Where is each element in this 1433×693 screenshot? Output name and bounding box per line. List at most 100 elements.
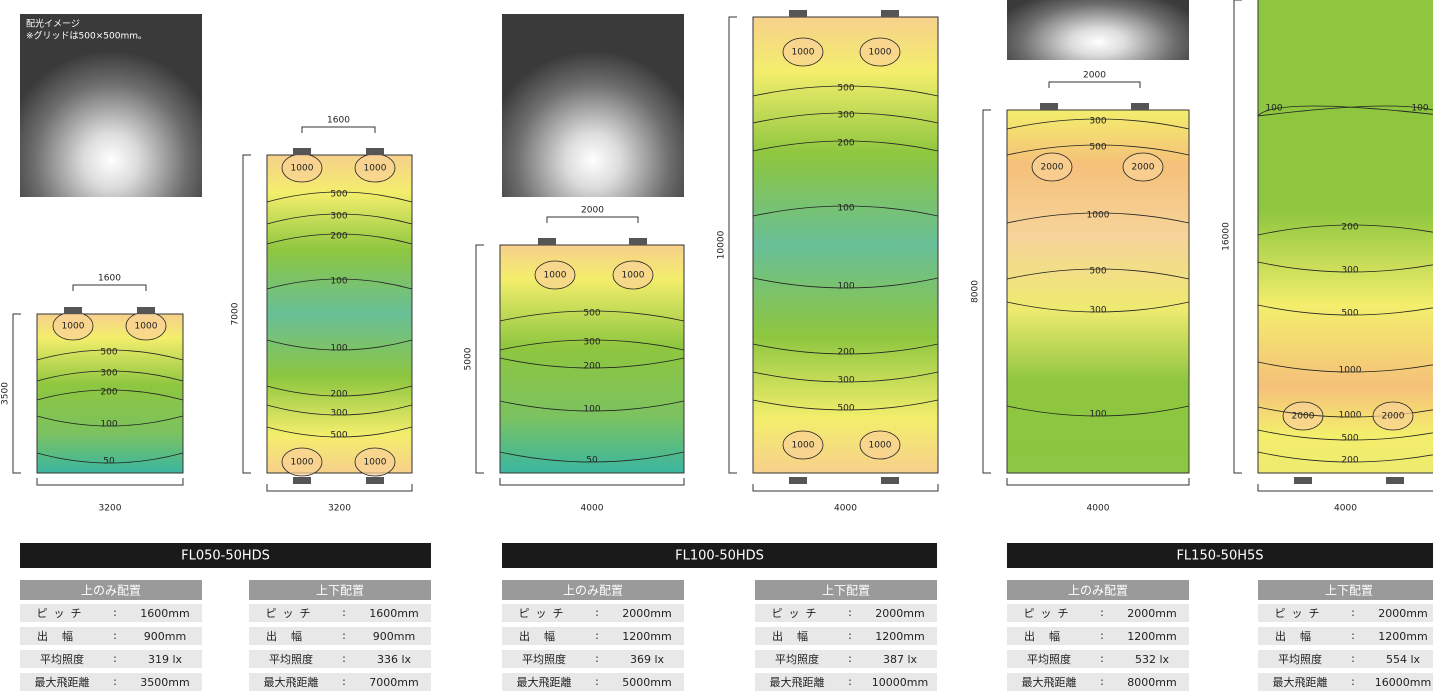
contour (1257, 429, 1433, 441)
row-bg (1007, 604, 1189, 622)
contour (266, 213, 413, 225)
contour-label: 100 (1411, 104, 1428, 114)
contour-label: 300 (837, 376, 854, 386)
contour (752, 371, 939, 383)
contour-label: 300 (1089, 117, 1106, 127)
contour (859, 430, 901, 460)
width-dim (499, 478, 685, 486)
table-title: 上下配置 (1325, 584, 1373, 598)
width-label: 4000 (834, 504, 857, 514)
row-bg (502, 650, 684, 668)
separator: : (848, 606, 852, 619)
light-photo (502, 14, 684, 197)
contour-label: 1000 (1087, 211, 1110, 221)
isolux-field (36, 313, 184, 474)
contour-label: 1000 (364, 458, 387, 468)
row-bg (249, 627, 431, 645)
contour (1257, 105, 1433, 117)
height-label: 16000 (1222, 222, 1232, 251)
contour (499, 357, 685, 369)
contour-label: 100 (583, 405, 600, 415)
table-header (249, 580, 431, 600)
row-bg (1258, 650, 1433, 668)
contour-label: 500 (837, 84, 854, 94)
height-label: 10000 (717, 230, 727, 259)
separator: : (848, 675, 852, 688)
separator: : (342, 606, 346, 619)
contour (612, 260, 654, 290)
contour-label: 200 (330, 232, 347, 242)
width-label: 3200 (328, 504, 351, 514)
contour-label: 1000 (291, 164, 314, 174)
row-label: 平均照度 (775, 652, 819, 666)
contour-label: 100 (330, 344, 347, 354)
row-bg (249, 673, 431, 691)
separator: : (342, 629, 346, 642)
spec-value: 1200mm (1378, 630, 1427, 643)
separator: : (848, 652, 852, 665)
contour (752, 140, 939, 152)
isolux-field (499, 244, 685, 474)
table-title: 上下配置 (822, 584, 870, 598)
separator: : (113, 606, 117, 619)
contour (1372, 401, 1414, 431)
row-bg (755, 604, 937, 622)
pitch-label: 2000 (581, 206, 604, 216)
spec-value: 5000mm (622, 676, 671, 689)
contour-label: 100 (330, 277, 347, 287)
contour-label: 200 (1341, 456, 1358, 466)
spec-value: 1600mm (140, 607, 189, 620)
lamp (64, 307, 82, 314)
separator: : (1351, 652, 1355, 665)
row-bg (1007, 650, 1189, 668)
table-header (502, 580, 684, 600)
contour-label: 500 (1341, 434, 1358, 444)
spec-value: 532 lx (1135, 653, 1170, 666)
width-dim (1257, 484, 1433, 492)
separator: : (1100, 675, 1104, 688)
contour-label: 1000 (1339, 411, 1362, 421)
row-label: ピッチ (519, 607, 570, 620)
photo-caption: 配光イメージ (26, 18, 80, 30)
lamp (789, 477, 807, 484)
lamp (881, 477, 899, 484)
contour (266, 191, 413, 203)
pitch-dim (1048, 81, 1141, 88)
spec-value: 1200mm (622, 630, 671, 643)
contour (782, 37, 824, 67)
contour (281, 447, 323, 477)
lamp (293, 477, 311, 484)
table-header (1007, 580, 1189, 600)
contour-label: 1000 (1339, 366, 1362, 376)
contour-label: 200 (100, 388, 117, 398)
contour (266, 233, 413, 245)
light-photo (20, 14, 202, 197)
contour-label: 1000 (622, 271, 645, 281)
spec-value: 8000mm (1127, 676, 1176, 689)
spec-value: 2000mm (875, 607, 924, 620)
width-dim (266, 484, 413, 492)
spec-value: 2000mm (622, 607, 671, 620)
separator: : (595, 629, 599, 642)
height-label: 8000 (971, 280, 981, 303)
lamp (1386, 477, 1404, 484)
width-dim (1006, 478, 1190, 486)
contour-label: 500 (330, 431, 347, 441)
contour-label: 1000 (364, 164, 387, 174)
contour-label: 100 (1265, 104, 1282, 114)
pitch-dim (72, 284, 147, 291)
contour-label: 300 (1341, 266, 1358, 276)
contour (499, 400, 685, 412)
row-bg (1258, 627, 1433, 645)
row-bg (249, 604, 431, 622)
spec-value: 3500mm (140, 676, 189, 689)
table-header (1258, 580, 1433, 600)
spec-value: 1200mm (875, 630, 924, 643)
contour (266, 404, 413, 416)
height-dim (728, 16, 737, 474)
lamp (538, 238, 556, 245)
spec-value: 10000mm (872, 676, 928, 689)
lamp (1040, 103, 1058, 110)
width-dim (752, 484, 939, 492)
width-label: 4000 (1334, 504, 1357, 514)
